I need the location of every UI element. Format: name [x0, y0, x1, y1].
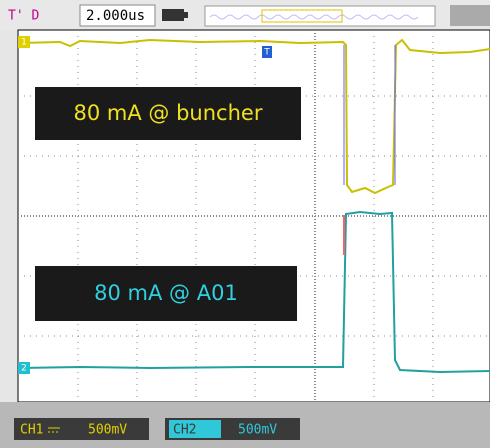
battery-icon [162, 9, 184, 21]
battery-tip [184, 12, 188, 18]
ch1-marker-text: 1 [21, 38, 27, 48]
scope-display: T' D 2.000us 1 2 T 80 mA @ buncher 80 mA… [0, 0, 490, 448]
screen [18, 30, 490, 402]
timebase: 2.000us [86, 8, 145, 24]
annotation: 80 mA @ buncher [74, 101, 263, 125]
ch2-scale: 500mV [238, 423, 277, 438]
trigger-mode: T' D [8, 9, 39, 24]
ch1-scale: 500mV [88, 423, 127, 438]
ch2-label: CH2 [173, 423, 196, 438]
trigger-marker-text: T [263, 48, 270, 58]
memory-bar [205, 6, 435, 26]
ch2-marker-text: 2 [21, 364, 27, 374]
annotation: 80 mA @ A01 [94, 281, 238, 305]
trigger-box [450, 5, 490, 26]
oscilloscope-screen: T' D 2.000us 1 2 T 80 mA @ buncher 80 mA… [0, 0, 490, 448]
ch1-label: CH1 [20, 423, 43, 438]
